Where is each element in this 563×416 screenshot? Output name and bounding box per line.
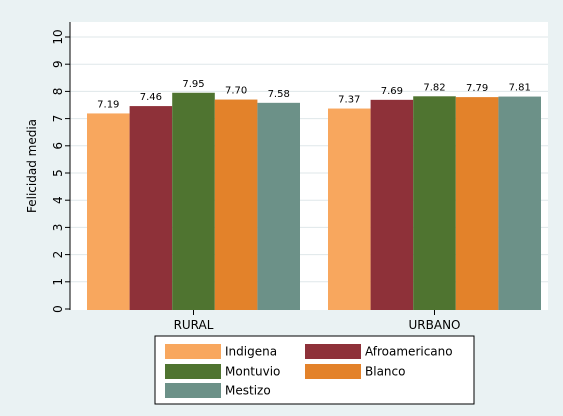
y-tick-label: 10 bbox=[51, 29, 65, 44]
data-label: 7.19 bbox=[97, 99, 119, 110]
bar bbox=[87, 113, 130, 310]
legend-label: Afroamericano bbox=[365, 345, 453, 359]
y-axis-ticks: 0 1 2 3 4 5 6 7 8 9 10 bbox=[51, 29, 70, 313]
legend-label: Indigena bbox=[225, 345, 277, 359]
legend-swatch bbox=[165, 344, 221, 359]
legend-label: Blanco bbox=[365, 365, 405, 379]
legend-label: Montuvio bbox=[225, 365, 280, 379]
data-label: 7.37 bbox=[338, 95, 360, 106]
bar bbox=[257, 102, 300, 310]
legend-label: Mestizo bbox=[225, 384, 271, 398]
legend-swatch bbox=[165, 383, 221, 398]
bar bbox=[129, 106, 173, 310]
y-tick-label: 8 bbox=[51, 88, 65, 96]
data-label: 7.46 bbox=[140, 92, 162, 103]
y-tick-label: 1 bbox=[51, 278, 65, 286]
bar bbox=[328, 108, 371, 310]
bar bbox=[214, 99, 258, 310]
category-labels: RURAL URBANO bbox=[174, 310, 461, 332]
y-tick-label: 2 bbox=[51, 251, 65, 259]
y-tick-label: 4 bbox=[51, 196, 65, 204]
bar bbox=[413, 96, 456, 311]
data-label: 7.82 bbox=[423, 82, 445, 93]
legend: Indigena Afroamericano Montuvio Blanco Mesti… bbox=[154, 335, 475, 405]
y-tick-label: 9 bbox=[51, 60, 65, 68]
legend-swatch bbox=[305, 364, 361, 379]
data-label: 7.58 bbox=[268, 89, 290, 100]
y-axis-label: Felicidad media bbox=[25, 119, 39, 213]
y-tick-label: 5 bbox=[51, 169, 65, 177]
data-label: 7.95 bbox=[182, 79, 204, 90]
legend-swatch bbox=[165, 364, 221, 379]
data-label: 7.79 bbox=[466, 83, 488, 94]
data-label: 7.70 bbox=[225, 86, 247, 97]
bar bbox=[455, 97, 499, 310]
category-label: RURAL bbox=[174, 318, 214, 332]
bar bbox=[172, 92, 215, 310]
category-label: URBANO bbox=[409, 318, 461, 332]
bar bbox=[498, 96, 541, 311]
bars: 7.19 7.46 7.95 7.70 7.58 7.37 7.69 7.82 7.79 7.81 bbox=[87, 79, 541, 311]
y-tick-label: 7 bbox=[51, 115, 65, 123]
data-label: 7.81 bbox=[509, 83, 531, 94]
y-tick-label: 3 bbox=[51, 224, 65, 232]
y-tick-label: 0 bbox=[51, 305, 65, 313]
bar bbox=[370, 99, 414, 310]
legend-swatch bbox=[305, 344, 361, 359]
data-label: 7.69 bbox=[381, 86, 403, 97]
y-tick-label: 6 bbox=[51, 142, 65, 150]
